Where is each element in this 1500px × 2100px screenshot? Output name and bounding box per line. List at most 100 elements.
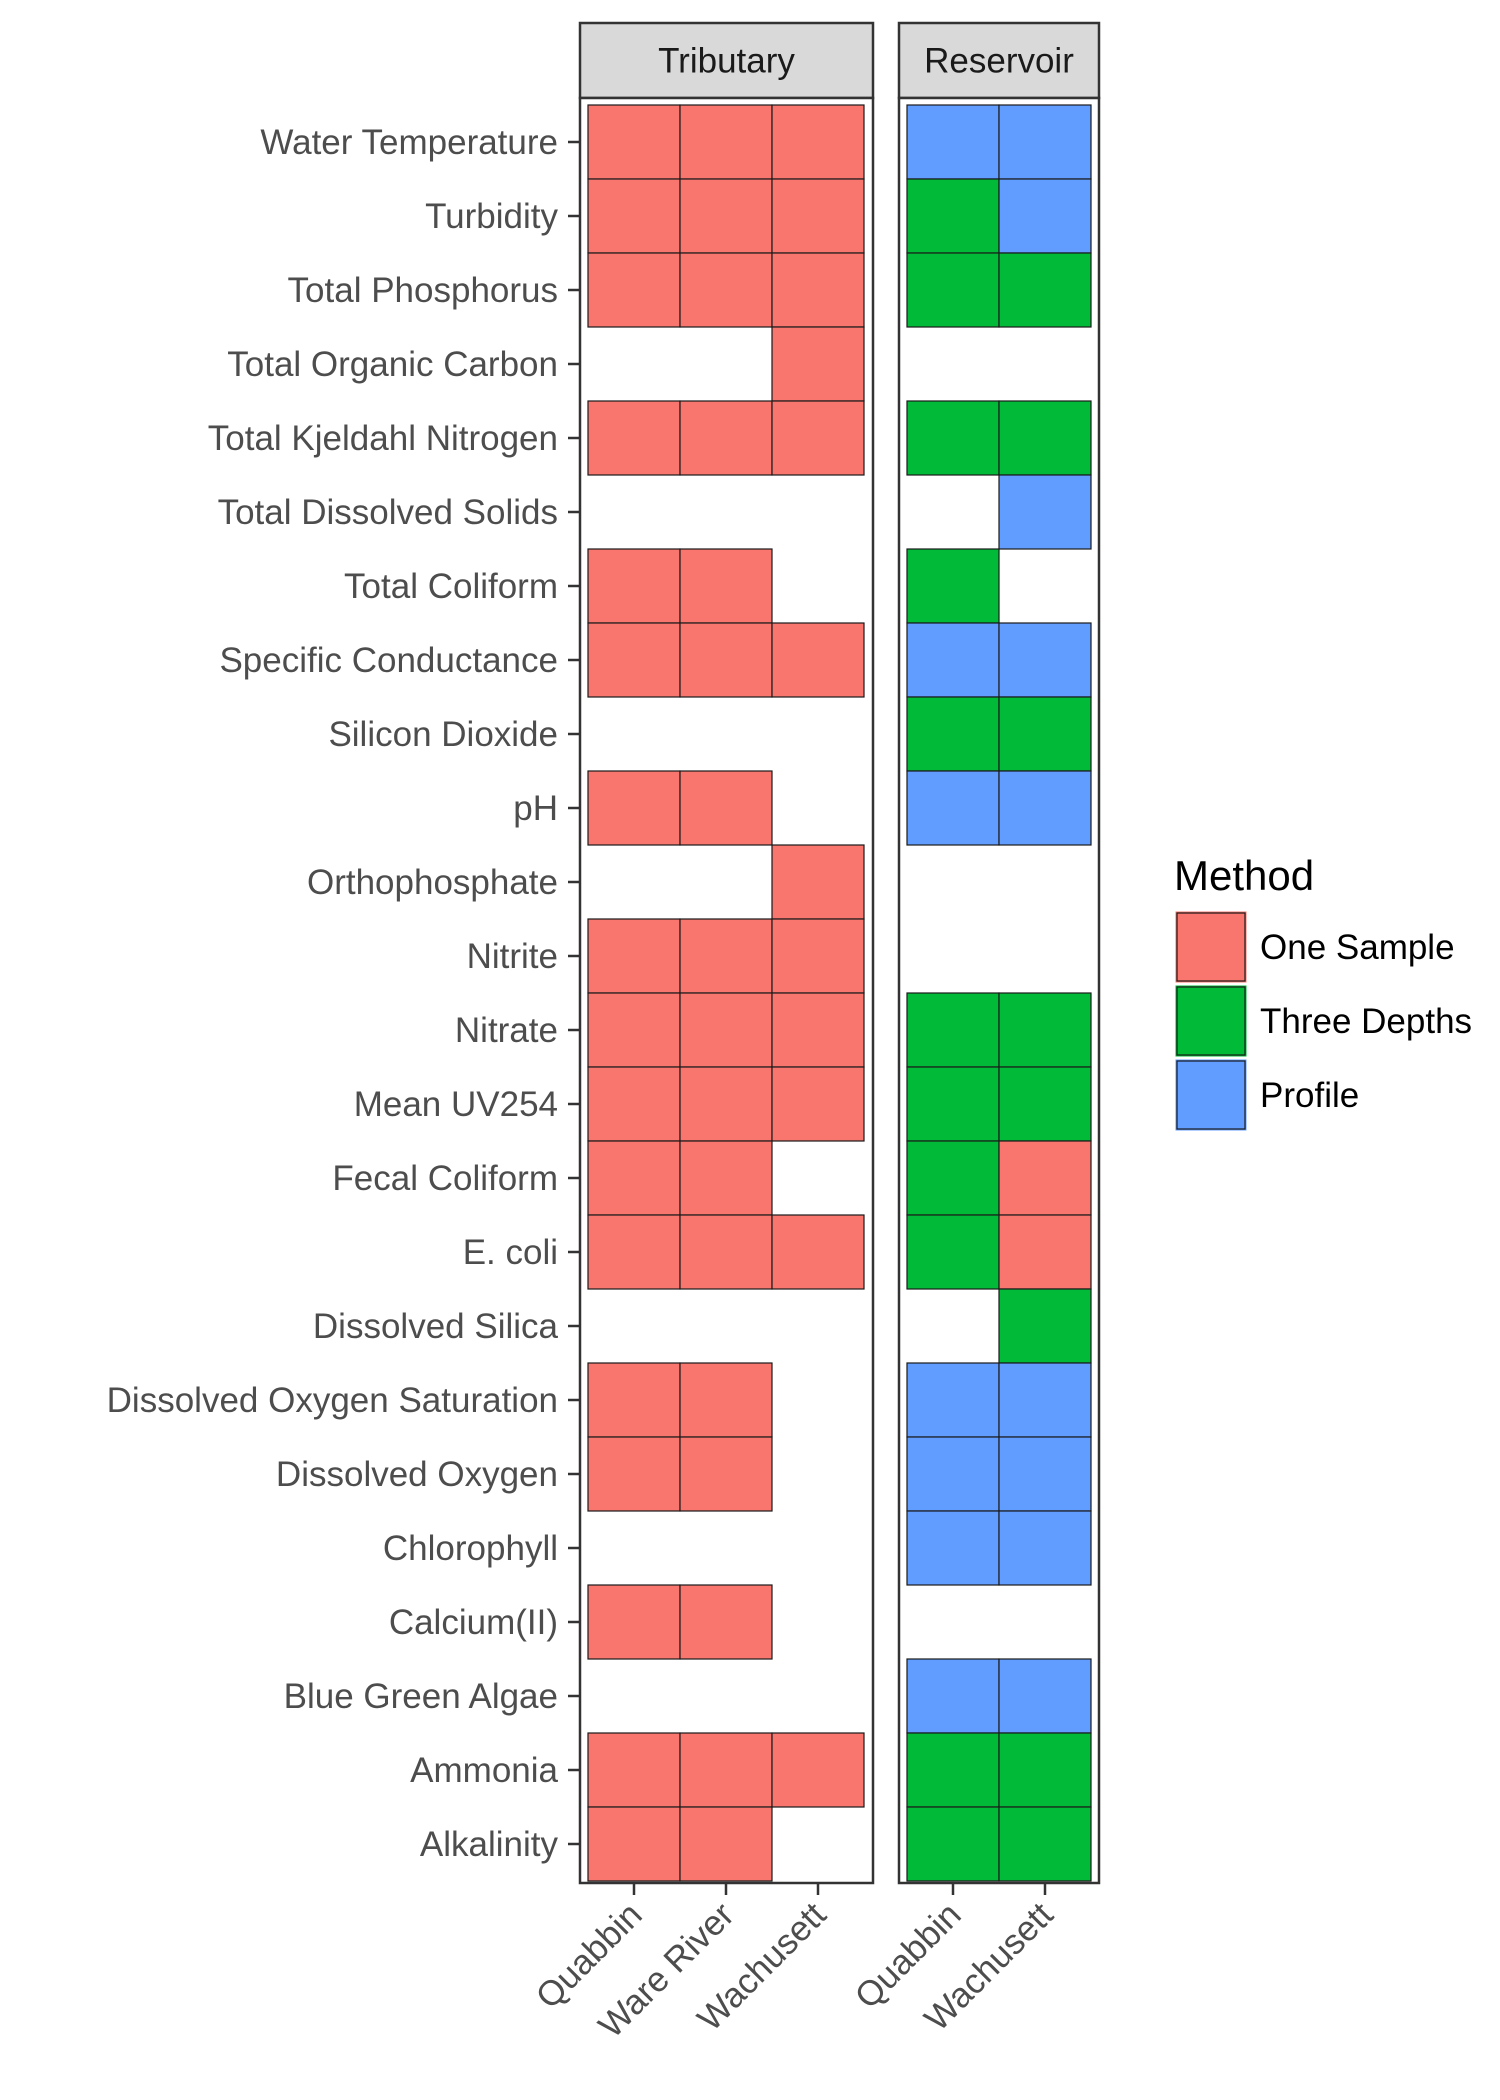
heatmap-cell bbox=[679, 622, 773, 698]
heatmap-cell bbox=[998, 622, 1092, 698]
heatmap-cell bbox=[998, 1806, 1092, 1882]
heatmap-cell bbox=[906, 1214, 1000, 1290]
y-axis-label: Silicon Dioxide bbox=[328, 715, 558, 754]
heatmap-cell bbox=[771, 1066, 865, 1142]
heatmap-cell bbox=[906, 1732, 1000, 1808]
heatmap-cell bbox=[998, 1066, 1092, 1142]
heatmap-cell bbox=[998, 696, 1092, 772]
heatmap-cell bbox=[771, 844, 865, 920]
heatmap-cell bbox=[679, 1732, 773, 1808]
strip-label: Reservoir bbox=[924, 42, 1074, 81]
heatmap-cell bbox=[587, 770, 681, 846]
y-axis-label: Dissolved Oxygen bbox=[276, 1455, 558, 1494]
y-axis-label: Orthophosphate bbox=[307, 863, 558, 902]
heatmap-cell bbox=[679, 1806, 773, 1882]
y-axis: Water Temperature Turbidity Total Phosphor… bbox=[107, 123, 580, 1864]
heatmap-cell bbox=[906, 400, 1000, 476]
legend-swatch bbox=[1174, 984, 1248, 1058]
heatmap-cell bbox=[587, 1436, 681, 1512]
heatmap-cell bbox=[771, 918, 865, 994]
heatmap-cell bbox=[587, 1732, 681, 1808]
heatmap-cell bbox=[771, 992, 865, 1068]
heatmap-cell bbox=[587, 1140, 681, 1216]
heatmap-cell bbox=[998, 104, 1092, 180]
strip-background bbox=[897, 21, 1101, 100]
heatmap-cell bbox=[587, 1214, 681, 1290]
y-axis-label: Total Kjeldahl Nitrogen bbox=[208, 419, 558, 458]
heatmap-cell bbox=[679, 1584, 773, 1660]
heatmap-cell bbox=[771, 1214, 865, 1290]
y-axis-label: E. coli bbox=[463, 1233, 558, 1272]
heatmap-cell bbox=[998, 1510, 1092, 1586]
legend-swatch-border bbox=[1176, 986, 1246, 1056]
heatmap-cell bbox=[906, 622, 1000, 698]
y-axis-label: Chlorophyll bbox=[383, 1529, 558, 1568]
heatmap-cell bbox=[771, 104, 865, 180]
legend-swatch bbox=[1174, 910, 1248, 984]
y-axis-label: Total Organic Carbon bbox=[227, 345, 558, 384]
heatmap-cell bbox=[998, 400, 1092, 476]
y-axis-label: Calcium(II) bbox=[389, 1603, 558, 1642]
heatmap-cell bbox=[679, 992, 773, 1068]
y-axis-label: Nitrate bbox=[455, 1011, 558, 1050]
heatmap-cell bbox=[587, 1584, 681, 1660]
heatmap-cell bbox=[998, 770, 1092, 846]
y-axis-label: Turbidity bbox=[425, 197, 558, 236]
heatmap-cell bbox=[906, 1658, 1000, 1734]
heatmap-cell bbox=[587, 918, 681, 994]
y-axis-label: Fecal Coliform bbox=[332, 1159, 558, 1198]
heatmap-cell bbox=[679, 548, 773, 624]
heatmap-cell bbox=[906, 252, 1000, 328]
heatmap-cell bbox=[906, 1362, 1000, 1438]
heatmap-cell bbox=[587, 1362, 681, 1438]
heatmap-cell bbox=[998, 1214, 1092, 1290]
legend-label: Profile bbox=[1260, 1076, 1359, 1115]
heatmap-cell bbox=[906, 1140, 1000, 1216]
heatmap-cell bbox=[771, 400, 865, 476]
heatmap-cell bbox=[906, 992, 1000, 1068]
heatmap-cell bbox=[906, 696, 1000, 772]
heatmap-cell bbox=[587, 104, 681, 180]
heatmap-cell bbox=[587, 252, 681, 328]
y-axis-label: Dissolved Silica bbox=[313, 1307, 559, 1346]
heatmap-cell bbox=[679, 1436, 773, 1512]
heatmap-cell bbox=[998, 1288, 1092, 1364]
heatmap-cell bbox=[679, 770, 773, 846]
heatmap-cell bbox=[587, 178, 681, 254]
heatmap-cell bbox=[587, 992, 681, 1068]
heatmap-cell bbox=[906, 104, 1000, 180]
panel-border bbox=[897, 96, 1101, 1885]
heatmap-cell bbox=[906, 548, 1000, 624]
heatmap-cell bbox=[587, 548, 681, 624]
y-axis-label: Total Phosphorus bbox=[288, 271, 558, 310]
legend-swatch-border bbox=[1176, 1060, 1246, 1130]
strip-background bbox=[578, 21, 875, 100]
heatmap-cell bbox=[679, 252, 773, 328]
legend: Method One Sample Three Depths Profile bbox=[1174, 852, 1472, 1132]
heatmap-cell bbox=[998, 474, 1092, 550]
legend-label: Three Depths bbox=[1260, 1002, 1472, 1041]
heatmap-cell bbox=[587, 1066, 681, 1142]
panel-background bbox=[899, 98, 1099, 1883]
heatmap-cell bbox=[906, 1066, 1000, 1142]
strip-label: Tributary bbox=[658, 42, 795, 81]
heatmap-cell bbox=[998, 1732, 1092, 1808]
legend-swatch-border bbox=[1176, 912, 1246, 982]
heatmap-cell bbox=[771, 326, 865, 402]
heatmap-cell bbox=[771, 1732, 865, 1808]
heatmap-cell bbox=[587, 622, 681, 698]
heatmap-cell bbox=[906, 1510, 1000, 1586]
heatmap-cell bbox=[587, 1806, 681, 1882]
y-axis-label: Total Coliform bbox=[344, 567, 558, 606]
y-axis-label: pH bbox=[513, 789, 558, 828]
heatmap-cell bbox=[679, 1214, 773, 1290]
y-axis-label: Blue Green Algae bbox=[284, 1677, 558, 1716]
heatmap-cell bbox=[998, 178, 1092, 254]
heatmap-cell bbox=[998, 1658, 1092, 1734]
legend-label: One Sample bbox=[1260, 928, 1455, 967]
heatmap-cell bbox=[587, 400, 681, 476]
